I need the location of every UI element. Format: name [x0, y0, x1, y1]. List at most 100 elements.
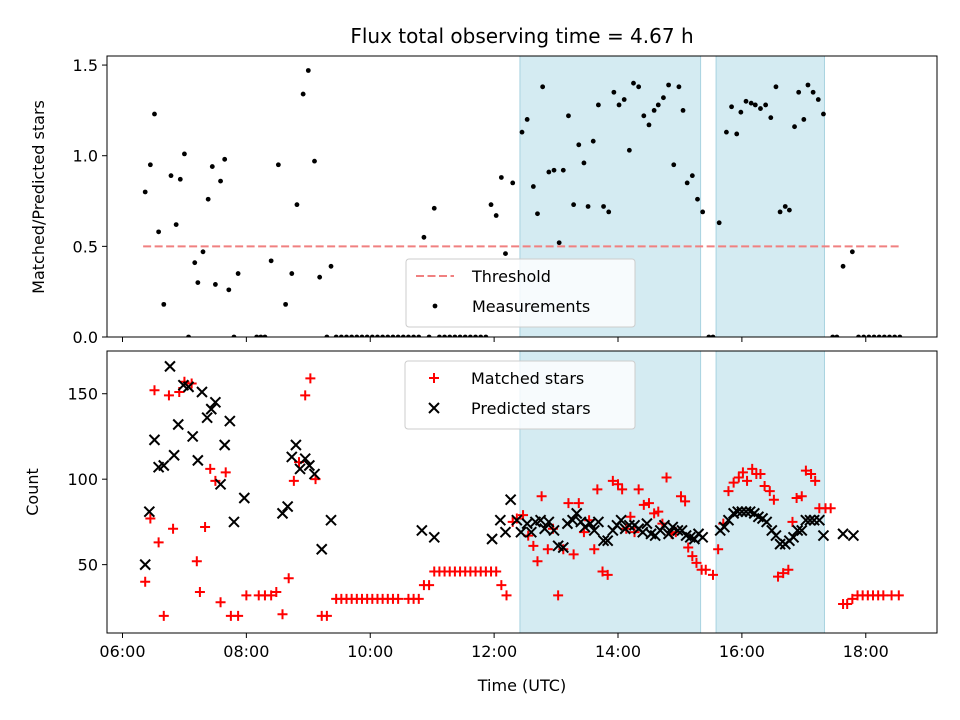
measurement-point [222, 156, 228, 162]
predicted-stars-point [662, 528, 675, 540]
matched-stars-point [215, 597, 226, 608]
matched-stars-point [589, 544, 600, 555]
bottom-legend: Matched stars Predicted stars [404, 360, 636, 430]
measurement-point [503, 251, 508, 257]
bottom-y-tick-label: 100 [67, 470, 98, 489]
predicted-stars-point [308, 468, 321, 480]
measurement-point [881, 334, 887, 337]
top-axes-frame [106, 55, 938, 338]
predicted-stars-point [667, 521, 679, 533]
measurement-point [182, 151, 187, 157]
measurement-point [209, 164, 215, 169]
measurement-point [268, 258, 274, 264]
measurement-point [161, 301, 167, 307]
measurement-point [147, 162, 153, 168]
bottom-y-tick-label: 50 [78, 556, 98, 575]
measurement-point [655, 102, 661, 108]
measurement-point [142, 189, 148, 195]
predicted-stars-point [172, 418, 184, 431]
matched-stars-point [220, 467, 231, 478]
top-legend-box [405, 258, 636, 328]
predicted-stars-point [817, 529, 830, 542]
predicted-stars-point [186, 430, 199, 443]
measurement-point [676, 84, 682, 90]
matched-stars-point [413, 593, 424, 604]
measurement-point [651, 107, 657, 113]
matched-stars-point [847, 593, 858, 604]
measurement-point [626, 147, 632, 153]
predicted-stars-point [224, 415, 236, 427]
predicted-stars-point [303, 459, 316, 472]
measurement-point [431, 205, 437, 211]
measurement-point [212, 282, 218, 287]
measurement-point [856, 334, 861, 337]
measurement-point [195, 280, 201, 286]
bottom-legend-label: Predicted stars [471, 399, 591, 418]
measurement-point [442, 334, 447, 337]
legend-predicted-swatch [428, 402, 440, 414]
measurement-point [380, 334, 386, 337]
top-shaded-interval [716, 56, 825, 337]
measurement-point [576, 142, 582, 148]
measurement-point [200, 249, 206, 255]
predicted-stars-point [615, 514, 627, 526]
measurement-point [300, 91, 306, 97]
measurement-point [834, 334, 840, 337]
x-tick-label: 18:00 [843, 642, 889, 661]
predicted-stars-point [557, 541, 570, 554]
measurement-point [426, 334, 432, 337]
measurement-point [462, 334, 468, 337]
matched-stars-point [536, 491, 547, 502]
matched-stars-point [200, 522, 211, 533]
predicted-stars-point [837, 528, 849, 540]
matched-stars-point [528, 540, 539, 551]
predicted-stars-point [800, 514, 812, 526]
x-tick-label: 08:00 [223, 642, 269, 661]
predicted-stars-point [201, 411, 213, 424]
x-tick-label: 10:00 [347, 642, 393, 661]
measurement-point [763, 102, 769, 108]
matched-stars-point [796, 491, 807, 502]
matched-stars-point [723, 486, 734, 497]
predicted-stars-point [168, 449, 180, 461]
measurement-point [887, 334, 892, 337]
measurement-point [467, 334, 473, 337]
measurement-point [773, 84, 779, 90]
matched-stars-point [277, 609, 288, 620]
predicted-stars-point [192, 454, 204, 467]
measurement-point [556, 240, 562, 246]
measurement-point [333, 334, 339, 337]
predicted-stars-point [325, 514, 337, 526]
measurement-point [621, 97, 627, 102]
series-predicted-stars [139, 360, 860, 571]
matched-stars-point [542, 544, 553, 555]
measurement-point [551, 167, 557, 173]
top-y-tick-label: 0.5 [73, 237, 98, 256]
predicted-stars-point [416, 524, 428, 537]
matched-stars-point [733, 472, 744, 483]
matched-stars-point [691, 557, 702, 568]
predicted-stars-point [601, 535, 614, 547]
predicted-stars-point [796, 524, 808, 537]
bottom-legend-box [404, 360, 636, 430]
top-y-axis-label: Matched/Predicted stars [29, 100, 48, 294]
matched-stars-point [149, 385, 160, 396]
predicted-stars-point [774, 538, 786, 550]
predicted-stars-point [182, 381, 195, 393]
matched-stars-point [496, 580, 507, 591]
measurement-point [560, 167, 566, 173]
measurement-point [546, 169, 552, 175]
bottom-y-tick-label: 150 [67, 385, 98, 404]
matched-stars-point [653, 506, 664, 517]
matched-stars-point [321, 610, 332, 621]
measurement-point [258, 334, 264, 337]
matched-stars-point [158, 610, 169, 621]
measurement-point [752, 102, 758, 108]
matched-stars-point [153, 537, 164, 548]
measurement-point [510, 180, 516, 186]
matched-stars-point [643, 498, 654, 509]
measurement-point [566, 113, 571, 119]
measurement-point [385, 334, 391, 337]
x-tick-label: 14:00 [595, 642, 641, 661]
